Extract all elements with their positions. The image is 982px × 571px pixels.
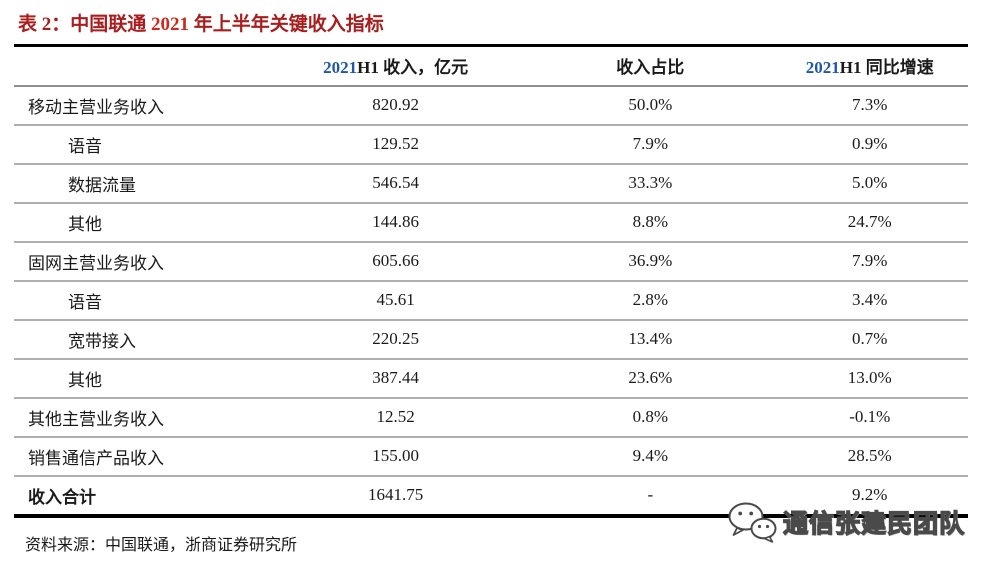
row-yoy-value: 3.4% — [771, 280, 968, 321]
table-title-suffix: 年上半年关键收入指标 — [189, 14, 384, 35]
table-title-prefix: 表 2：中国联通 — [18, 14, 152, 35]
row-share-value: 50.0% — [529, 85, 772, 126]
row-label: 其他 — [14, 202, 263, 243]
row-yoy-value: 9.2% — [771, 475, 968, 518]
table-row: 宽带接入 220.25 13.4% 0.7% — [14, 319, 968, 360]
row-revenue-value: 1641.75 — [262, 475, 530, 518]
table-row: 固网主营业务收入 605.66 36.9% 7.9% — [14, 241, 968, 282]
row-share-value: 2.8% — [529, 280, 772, 321]
row-revenue-value: 546.54 — [262, 163, 530, 204]
row-label: 其他 — [14, 358, 263, 399]
watermark: 通信张建民团队 — [726, 500, 965, 543]
row-label: 固网主营业务收入 — [14, 241, 263, 282]
data-source-note: 资料来源：中国联通，浙商证券研究所 — [25, 536, 298, 554]
table-row: 收入合计 1641.75 - 9.2% — [14, 475, 968, 518]
row-yoy-value: 7.3% — [771, 85, 968, 126]
row-revenue-value: 387.44 — [262, 358, 530, 399]
col-header-yoy: 2021H1 同比增速 — [771, 45, 968, 87]
row-share-value: 13.4% — [529, 319, 772, 360]
row-share-value: 33.3% — [529, 163, 772, 204]
row-yoy-value: 0.9% — [771, 124, 968, 165]
col-header-yoy-rest: H1 同比增速 — [839, 58, 934, 78]
row-label: 收入合计 — [14, 475, 263, 518]
row-share-value: 9.4% — [529, 436, 772, 477]
col-header-yoy-year: 2021 — [805, 58, 840, 78]
table-row: 其他 387.44 23.6% 13.0% — [14, 358, 968, 399]
row-share-value: 7.9% — [529, 124, 772, 165]
col-header-revenue-year: 2021 — [323, 58, 358, 78]
revenue-table-header: 2021H1 收入，亿元 收入占比 2021H1 同比增速 — [14, 45, 968, 87]
table-row: 销售通信产品收入 155.00 9.4% 28.5% — [14, 436, 968, 477]
row-yoy-value: 24.7% — [771, 202, 968, 243]
row-label: 销售通信产品收入 — [14, 436, 263, 477]
row-revenue-value: 144.86 — [262, 202, 530, 243]
row-label: 数据流量 — [14, 163, 263, 204]
row-revenue-value: 155.00 — [262, 436, 530, 477]
col-header-metric — [14, 45, 263, 87]
table-row: 其他主营业务收入 12.52 0.8% -0.1% — [14, 397, 968, 438]
row-label: 语音 — [14, 124, 263, 165]
row-label: 其他主营业务收入 — [14, 397, 263, 438]
row-revenue-value: 605.66 — [262, 241, 530, 282]
row-yoy-value: 13.0% — [771, 358, 968, 399]
row-revenue-value: 45.61 — [262, 280, 530, 321]
table-row: 语音 45.61 2.8% 3.4% — [14, 280, 968, 321]
table-row: 语音 129.52 7.9% 0.9% — [14, 124, 968, 165]
row-revenue-value: 820.92 — [262, 85, 530, 126]
table-row: 数据流量 546.54 33.3% 5.0% — [14, 163, 968, 204]
row-label: 宽带接入 — [14, 319, 263, 360]
wechat-icon — [728, 502, 777, 543]
row-share-value: 23.6% — [529, 358, 772, 399]
row-label: 移动主营业务收入 — [14, 85, 263, 126]
row-revenue-value: 12.52 — [262, 397, 530, 438]
revenue-table: 2021H1 收入，亿元 收入占比 2021H1 同比增速 移动主营业务收入 8… — [14, 44, 968, 518]
watermark-label: 通信张建民团队 — [782, 510, 966, 538]
table-title-year: 2021 — [151, 14, 190, 35]
row-yoy-value: 0.7% — [771, 319, 968, 360]
row-revenue-value: 129.52 — [262, 124, 530, 165]
header-row: 2021H1 收入，亿元 收入占比 2021H1 同比增速 — [14, 45, 968, 87]
col-header-share: 收入占比 — [529, 45, 772, 87]
table-row: 移动主营业务收入 820.92 50.0% 7.3% — [14, 85, 968, 126]
row-share-value: 36.9% — [529, 241, 772, 282]
row-yoy-value: 5.0% — [771, 163, 968, 204]
col-header-revenue-rest: H1 收入，亿元 — [357, 58, 469, 78]
table-row: 其他 144.86 8.8% 24.7% — [14, 202, 968, 243]
row-label: 语音 — [14, 280, 263, 321]
table-body: 移动主营业务收入 820.92 50.0% 7.3% 语音 129.52 7.9… — [14, 85, 968, 518]
row-revenue-value: 220.25 — [262, 319, 530, 360]
row-share-value: 8.8% — [529, 202, 772, 243]
row-yoy-value: -0.1% — [771, 397, 968, 438]
row-yoy-value: 7.9% — [771, 241, 968, 282]
table-title: 表 2：中国联通 2021 年上半年关键收入指标 — [0, 0, 982, 37]
row-yoy-value: 28.5% — [771, 436, 968, 477]
row-share-value: 0.8% — [529, 397, 772, 438]
col-header-revenue: 2021H1 收入，亿元 — [262, 45, 530, 87]
